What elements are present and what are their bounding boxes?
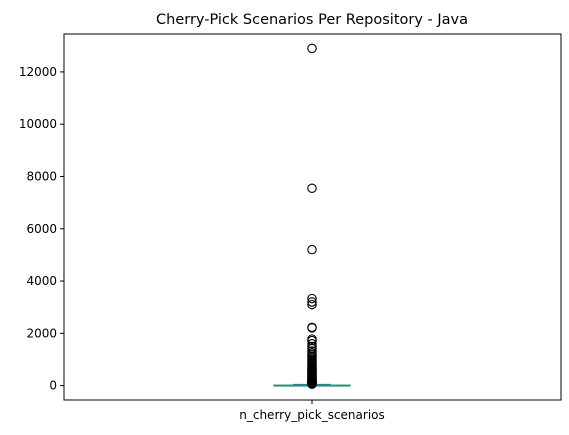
outlier-point	[307, 379, 317, 389]
outlier-point	[307, 299, 317, 310]
outlier-point	[307, 293, 317, 304]
y-tick-label: 12000	[19, 65, 57, 79]
y-tick-label: 2000	[26, 326, 57, 340]
outlier-point	[307, 297, 317, 307]
y-tick-label: 10000	[19, 117, 57, 131]
outlier-point	[307, 183, 317, 193]
x-tick-label: n_cherry_pick_scenarios	[239, 408, 385, 422]
y-tick-label: 4000	[26, 274, 57, 288]
outlier-points	[307, 43, 317, 389]
outlier-point	[307, 339, 317, 349]
outlier-point	[307, 43, 317, 54]
outlier-point	[307, 335, 317, 346]
y-tick-label: 8000	[26, 169, 57, 183]
y-tick-label: 0	[49, 379, 57, 393]
outlier-point	[307, 323, 317, 333]
chart-title: Cherry-Pick Scenarios Per Repository - J…	[156, 12, 468, 28]
outlier-point	[307, 244, 317, 255]
y-axis: 0 2000 4000 6000 8000 10000 12000	[19, 65, 64, 393]
outlier-point	[307, 343, 317, 354]
y-tick-label: 6000	[26, 222, 57, 236]
x-axis: n_cherry_pick_scenarios	[239, 400, 385, 422]
